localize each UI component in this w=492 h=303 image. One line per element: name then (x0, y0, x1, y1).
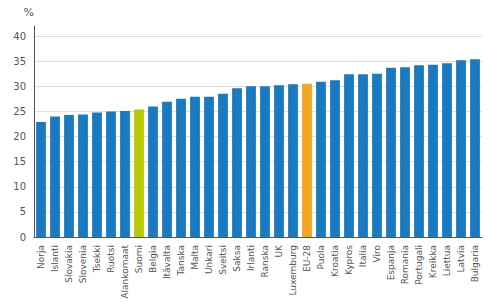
svg-text:Alankomaat: Alankomaat (120, 245, 130, 299)
svg-text:Tsekki: Tsekki (92, 245, 102, 273)
svg-text:30: 30 (13, 81, 26, 92)
svg-text:Norja: Norja (36, 245, 46, 269)
svg-text:Itävalta: Itävalta (162, 245, 172, 279)
svg-text:Bulgaria: Bulgaria (470, 245, 480, 282)
svg-text:Malta: Malta (190, 245, 200, 270)
svg-text:Portugali: Portugali (414, 245, 424, 285)
svg-text:Ranska: Ranska (260, 245, 270, 278)
svg-text:Kreikka: Kreikka (428, 245, 438, 278)
svg-text:Belgia: Belgia (148, 245, 158, 273)
svg-text:20: 20 (13, 131, 26, 142)
svg-text:Islanti: Islanti (50, 245, 60, 272)
svg-text:Viro: Viro (372, 245, 382, 263)
svg-text:%: % (24, 6, 34, 19)
svg-text:Luxemburg: Luxemburg (288, 245, 298, 296)
svg-text:Romania: Romania (400, 245, 410, 284)
svg-text:Espanja: Espanja (386, 245, 396, 280)
svg-text:35: 35 (13, 56, 26, 67)
svg-text:UK: UK (274, 244, 284, 258)
svg-text:Puola: Puola (316, 245, 326, 270)
svg-text:Latvia: Latvia (456, 245, 466, 272)
svg-text:Liettua: Liettua (442, 245, 452, 276)
svg-text:15: 15 (13, 156, 26, 167)
svg-text:5: 5 (20, 206, 26, 217)
svg-text:25: 25 (13, 106, 26, 117)
svg-text:40: 40 (13, 31, 26, 42)
svg-text:Kypros: Kypros (344, 245, 354, 275)
svg-text:Unkari: Unkari (204, 245, 214, 274)
svg-text:Tanska: Tanska (176, 245, 186, 277)
svg-text:Italia: Italia (358, 245, 368, 267)
svg-text:Sveitsi: Sveitsi (218, 245, 228, 275)
svg-text:Slovenia: Slovenia (78, 245, 88, 283)
svg-text:0: 0 (20, 232, 26, 243)
svg-text:EU-28: EU-28 (302, 245, 312, 272)
svg-text:Saksa: Saksa (232, 245, 242, 272)
svg-text:Kroatia: Kroatia (330, 245, 340, 277)
svg-text:Irlanti: Irlanti (246, 245, 256, 271)
svg-text:10: 10 (13, 181, 26, 192)
svg-text:Ruotsi: Ruotsi (106, 245, 116, 273)
svg-text:Slovakia: Slovakia (64, 245, 74, 283)
svg-text:Suomi: Suomi (134, 245, 144, 273)
